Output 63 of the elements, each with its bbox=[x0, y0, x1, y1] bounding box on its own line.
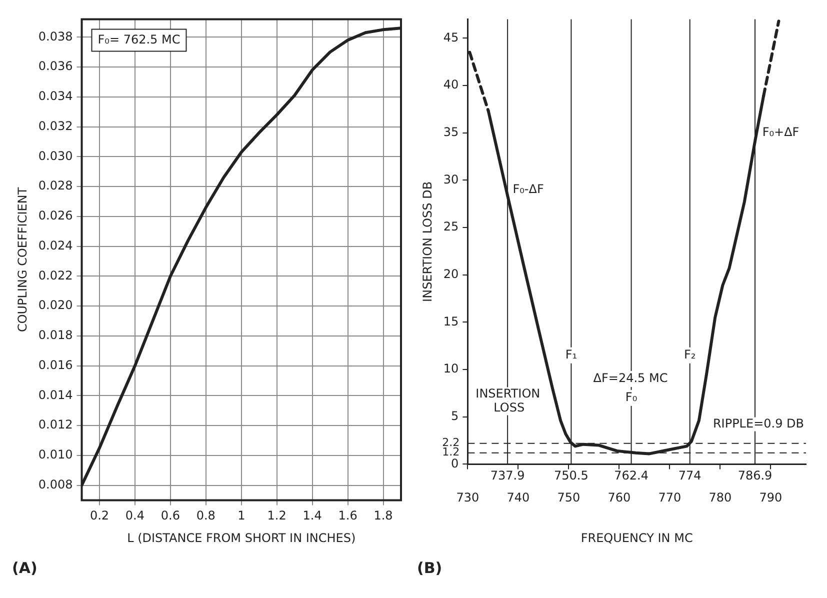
y-tick-label: 35 bbox=[443, 124, 459, 139]
y-tick-label: 0.022 bbox=[38, 268, 73, 282]
annotation: INSERTION LOSS bbox=[476, 386, 540, 414]
y-tick-label: 0.034 bbox=[38, 89, 73, 103]
y-axis-title: INSERTION LOSS DB bbox=[420, 181, 434, 302]
ref-line-label: 762.4 bbox=[614, 468, 648, 482]
y-tick-label: 45 bbox=[443, 30, 459, 44]
y-tick-label: 10 bbox=[443, 362, 459, 376]
y-tick-label: 0.024 bbox=[38, 238, 73, 252]
text: (B) bbox=[417, 558, 442, 577]
x-tick-label: 740 bbox=[506, 490, 530, 505]
y-tick-label: 0.012 bbox=[38, 418, 73, 432]
annotation: F₀ bbox=[625, 390, 638, 404]
y-tick-label: 30 bbox=[443, 172, 459, 186]
x-tick-label: 770 bbox=[658, 490, 682, 505]
y-tick-label: 0.020 bbox=[38, 298, 73, 312]
y-tick-label: 0.030 bbox=[38, 148, 73, 163]
x-tick-label: 0.6 bbox=[160, 508, 180, 523]
ref-line-label: 774 bbox=[678, 468, 702, 482]
ref-line-label: 1.2 bbox=[442, 446, 460, 459]
y-tick-label: 0.038 bbox=[38, 29, 73, 44]
x-tick-label: 1.6 bbox=[338, 508, 358, 523]
text: (A) bbox=[12, 558, 38, 577]
x-tick-label: 0.4 bbox=[125, 508, 145, 523]
y-tick-label: 0.032 bbox=[38, 118, 73, 133]
y-tick-label: 20 bbox=[443, 266, 459, 281]
annotation: ΔF=24.5 MC bbox=[593, 371, 668, 386]
x-tick-label: 1 bbox=[238, 508, 246, 523]
ref-line-label: 786.9 bbox=[738, 468, 772, 482]
annotation: F₀-ΔF bbox=[512, 182, 544, 196]
annotation: F₀+ΔF bbox=[762, 124, 800, 139]
x-tick-label: 790 bbox=[759, 490, 782, 505]
x-tick-label: 1.8 bbox=[374, 508, 393, 523]
y-axis-title: COUPLING COEFFICIENT bbox=[15, 186, 30, 332]
annotation: RIPPLE=0.9 DB bbox=[712, 416, 804, 430]
ref-line-label: 750.5 bbox=[554, 468, 588, 482]
y-tick-label: 15 bbox=[443, 314, 459, 328]
x-tick-label: 0.8 bbox=[196, 508, 216, 523]
x-tick-label: 780 bbox=[708, 490, 732, 505]
y-tick-label: 0.028 bbox=[38, 178, 73, 193]
x-tick-label: 1.4 bbox=[302, 508, 322, 523]
ref-line-label: 737.9 bbox=[490, 468, 525, 482]
y-tick-label: 0.036 bbox=[38, 59, 73, 74]
annotation: F₀= 762.5 MC bbox=[98, 32, 180, 46]
y-tick-label: 0.014 bbox=[38, 388, 73, 402]
y-tick-label: 0.010 bbox=[38, 448, 73, 462]
x-tick-label: 1.2 bbox=[267, 508, 286, 523]
y-tick-label: 0.018 bbox=[38, 328, 73, 342]
y-tick-label: 0 bbox=[451, 456, 459, 470]
y-tick-label: 5 bbox=[451, 408, 459, 423]
annotation: F₁ bbox=[565, 347, 578, 362]
y-tick-label: 0.008 bbox=[38, 477, 73, 492]
x-tick-label: 730 bbox=[456, 490, 480, 505]
y-tick-label: 0.026 bbox=[38, 208, 73, 223]
annotation: F₂ bbox=[684, 347, 696, 362]
y-tick-label: 40 bbox=[443, 78, 459, 92]
x-tick-label: 0.2 bbox=[90, 508, 110, 523]
x-axis-title: FREQUENCY IN MC bbox=[580, 530, 693, 545]
y-tick-label: 0.016 bbox=[38, 358, 73, 372]
x-tick-label: 760 bbox=[608, 490, 631, 505]
x-tick-label: 750 bbox=[557, 490, 580, 505]
y-tick-label: 25 bbox=[443, 220, 459, 234]
x-axis-title: L (DISTANCE FROM SHORT IN INCHES) bbox=[127, 530, 356, 545]
